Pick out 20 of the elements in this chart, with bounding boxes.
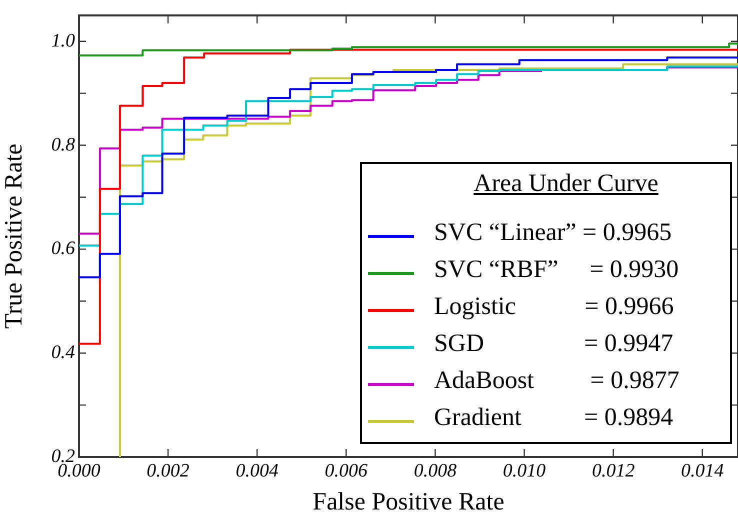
x-axis-title: False Positive Rate	[312, 488, 504, 516]
legend-label: SVC “RBF” = 0.9930	[434, 256, 679, 284]
x-tick-label: 0.010	[502, 460, 546, 482]
x-tick-label: 0.008	[414, 460, 458, 482]
y-tick-label: 0.6	[51, 238, 76, 260]
y-tick-label: 1.0	[51, 30, 76, 52]
x-tick-label: 0.012	[592, 460, 636, 482]
legend-label: SGD = 0.9947	[434, 330, 674, 358]
x-tick-label: 0.004	[236, 460, 279, 482]
x-tick-label: 0.014	[681, 460, 724, 482]
legend-label: SVC “Linear” = 0.9965	[434, 218, 672, 246]
legend-label: Gradient = 0.9894	[434, 404, 674, 432]
y-tick-label: 0.8	[51, 134, 76, 156]
legend-label: AdaBoost = 0.9877	[434, 366, 680, 394]
x-tick-label: 0.002	[146, 460, 190, 482]
x-tick-label: 0.006	[324, 460, 368, 482]
legend-title: Area Under Curve	[472, 170, 660, 198]
y-axis-title: True Positive Rate	[0, 144, 28, 329]
y-tick-label: 0.4	[51, 342, 76, 364]
legend-label: Logistic = 0.9966	[434, 292, 674, 320]
